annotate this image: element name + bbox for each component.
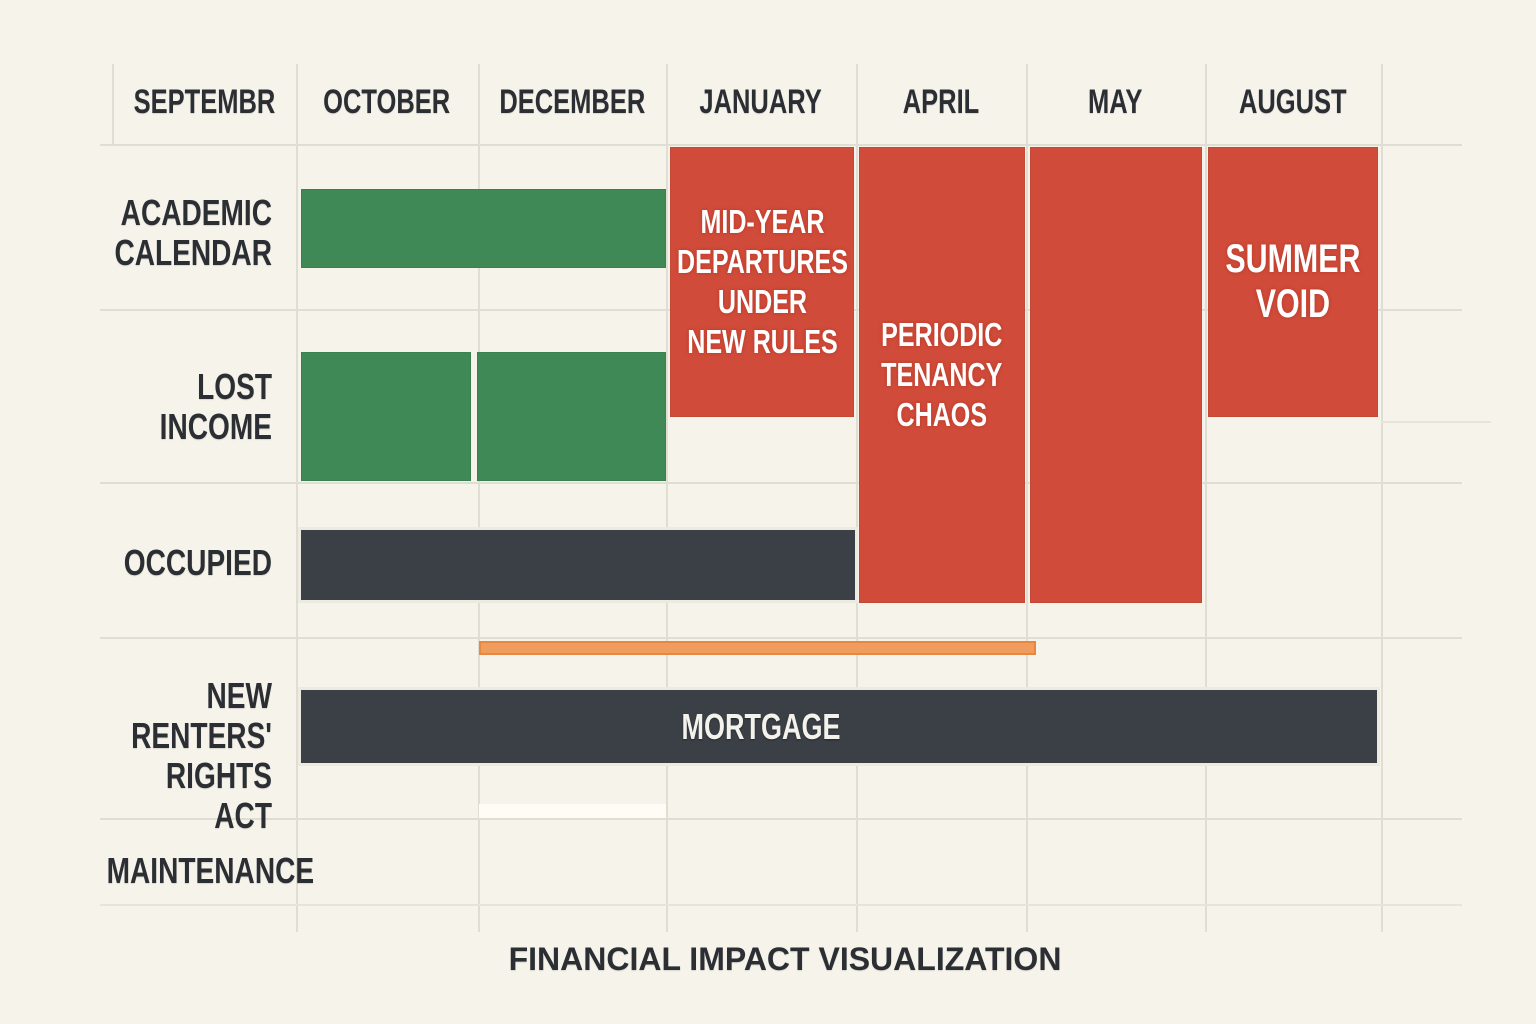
row-label-new-renters-rights-act: NEW RENTERS' RIGHTS ACT (60, 676, 272, 836)
academic-term-bar (301, 189, 666, 268)
row-label-new-renters-rights-act-text: NEW RENTERS' RIGHTS ACT (131, 675, 272, 836)
summer-void-block: SUMMER VOID (1208, 147, 1378, 417)
row-label-maintenance-text: MAINTENANCE (106, 850, 315, 891)
grid-line-vertical (1205, 64, 1207, 932)
row-label-occupied-text: OCCUPIED (123, 542, 272, 583)
lost-income-december-bar (477, 352, 666, 481)
mid-year-departures-block: MID-YEAR DEPARTURES UNDER NEW RULES (670, 147, 854, 417)
row-label-lost-income: LOST INCOME (60, 367, 272, 447)
month-header-septembr-text: SEPTEMBR (133, 82, 275, 121)
chart-title-text: FINANCIAL IMPACT VISUALIZATION (508, 941, 1062, 977)
summer-void-label: SUMMER VOID (1225, 237, 1361, 326)
month-header-april: APRIL (856, 80, 1026, 124)
month-header-may: MAY (1026, 80, 1205, 124)
grid-line-vertical (1026, 64, 1028, 932)
row-label-maintenance: MAINTENANCE (60, 850, 315, 891)
chart-title: FINANCIAL IMPACT VISUALIZATION (100, 941, 1470, 978)
row-label-occupied: OCCUPIED (60, 543, 272, 583)
row-label-academic-calendar-text: ACADEMIC CALENDAR (114, 192, 273, 273)
orange-marker-bar (479, 641, 1036, 655)
month-header-october-text: OCTOBER (323, 82, 451, 121)
grid-line-horizontal (100, 904, 1462, 906)
month-header-december: DECEMBER (478, 80, 666, 124)
grid-line-horizontal (100, 818, 1462, 820)
grid-line-vertical (296, 64, 298, 932)
month-header-october: OCTOBER (296, 80, 478, 124)
grid-line-horizontal (100, 637, 1462, 639)
month-header-august-text: AUGUST (1239, 82, 1347, 121)
row-label-lost-income-text: LOST INCOME (159, 366, 272, 447)
month-header-january: JANUARY (666, 80, 856, 124)
periodic-tenancy-chaos-block: PERIODIC TENANCY CHAOS (859, 147, 1025, 603)
mid-year-departures-label: MID-YEAR DEPARTURES UNDER NEW RULES (676, 203, 848, 360)
periodic-tenancy-chaos-label: PERIODIC TENANCY CHAOS (881, 316, 1003, 433)
grid-line-horizontal-stub (1381, 421, 1491, 423)
grid-line-horizontal (100, 482, 1462, 484)
month-header-septembr: SEPTEMBR (112, 80, 296, 124)
grid-line-horizontal (100, 144, 1462, 146)
grid-line-vertical (666, 64, 668, 932)
mortgage-label: MORTGAGE (301, 690, 1221, 763)
month-header-december-text: DECEMBER (499, 82, 645, 121)
grid-line-vertical (112, 64, 114, 145)
month-header-january-text: JANUARY (699, 82, 823, 121)
white-marker-bar (479, 804, 666, 818)
may-void-block (1030, 147, 1202, 603)
grid-line-vertical (1381, 64, 1383, 932)
month-header-april-text: APRIL (902, 82, 980, 121)
month-header-may-text: MAY (1088, 82, 1143, 121)
row-label-academic-calendar: ACADEMIC CALENDAR (60, 193, 272, 273)
mortgage-bar: MORTGAGE (301, 690, 1377, 763)
month-header-august: AUGUST (1205, 80, 1381, 124)
lost-income-october-bar (301, 352, 471, 481)
grid-line-vertical (856, 64, 858, 932)
mortgage-label-text: MORTGAGE (681, 705, 841, 747)
grid-line-vertical (478, 64, 480, 932)
occupied-bar (301, 530, 855, 600)
